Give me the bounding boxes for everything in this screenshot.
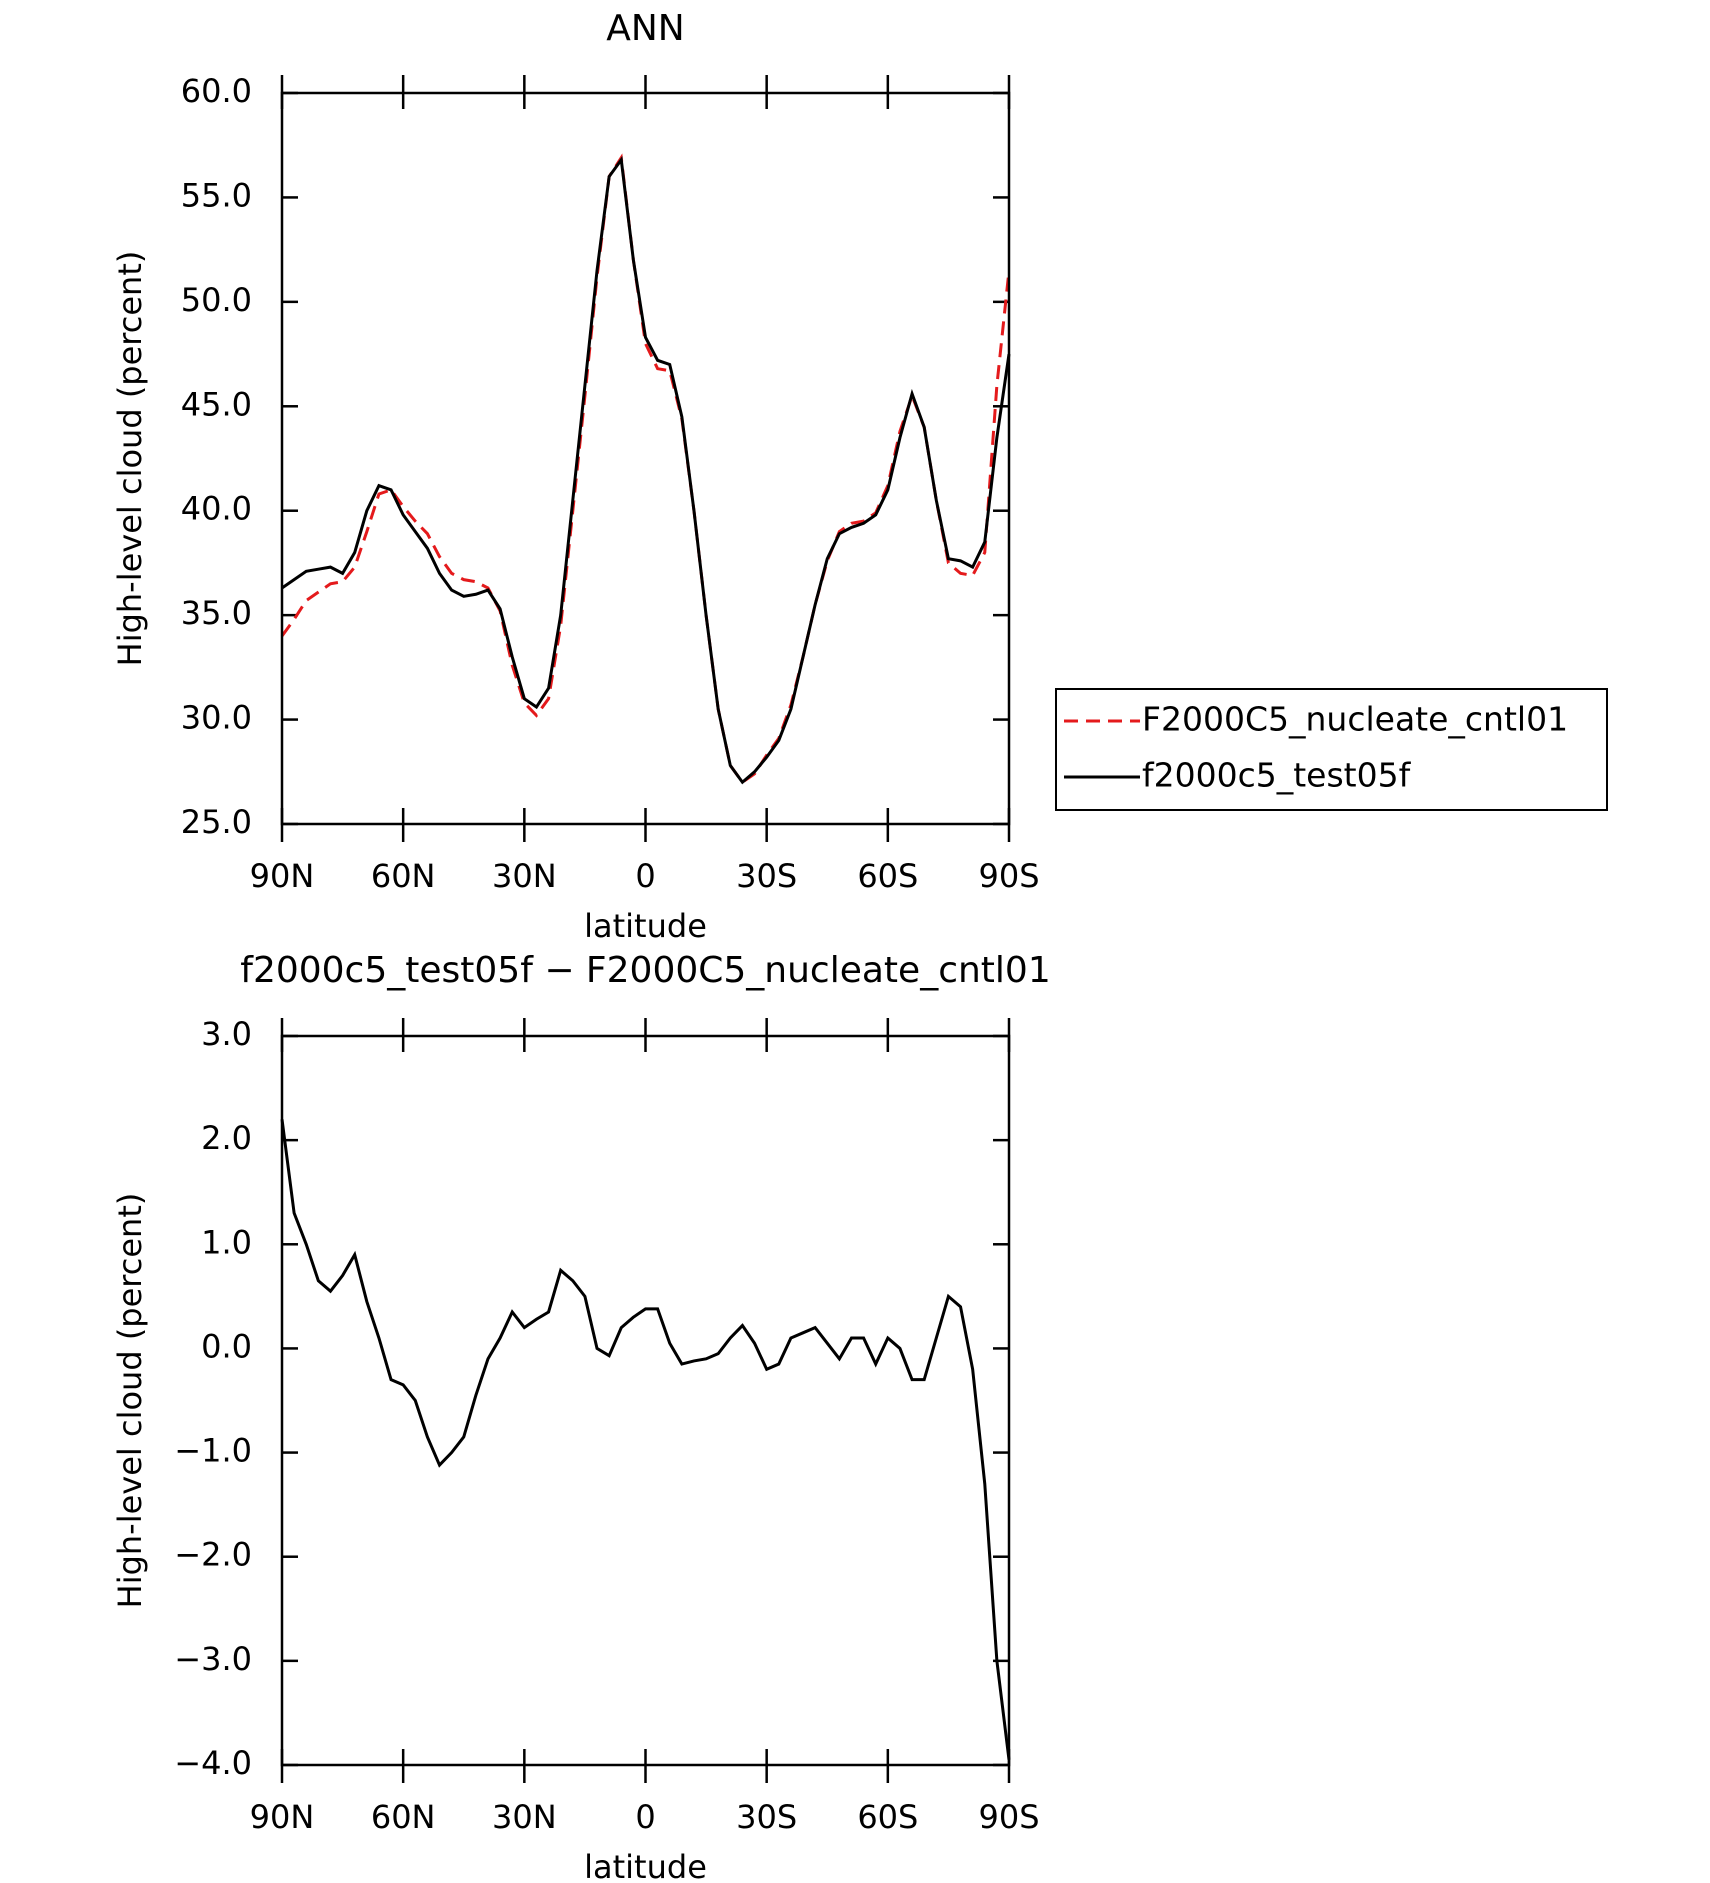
x-tick-label: 30S (736, 1798, 797, 1836)
y-tick-label: 2.0 (201, 1119, 252, 1157)
y-tick-label: 45.0 (181, 385, 252, 423)
y-tick-label: 0.0 (201, 1327, 252, 1365)
x-tick-label: 60S (857, 1798, 918, 1836)
x-tick-label: 90N (250, 1798, 315, 1836)
y-tick-label: 40.0 (181, 490, 252, 528)
data-line (281, 155, 1011, 785)
y-tick-label: 1.0 (201, 1223, 252, 1261)
legend-label: f2000c5_test05f (1142, 756, 1412, 795)
legend-label: F2000C5_nucleate_cntl01 (1142, 700, 1568, 739)
plot-frame (280, 91, 1011, 826)
x-tick-label: 60N (371, 1798, 436, 1836)
y-tick-label: −1.0 (174, 1432, 252, 1470)
y-tick-label: 50.0 (181, 281, 252, 319)
y-tick-label: 30.0 (181, 699, 252, 737)
y-tick-label: 35.0 (181, 594, 252, 632)
plot-frame (280, 1034, 1011, 1767)
x-tick-label: 90S (978, 857, 1039, 895)
x-axis-label: latitude (584, 907, 707, 945)
x-tick-label: 30N (492, 1798, 557, 1836)
x-tick-label: 60N (371, 857, 436, 895)
y-axis-label: High-level cloud (percent) (111, 1193, 149, 1609)
y-tick-label: 3.0 (201, 1015, 252, 1053)
y-tick-label: −2.0 (174, 1536, 252, 1574)
y-tick-label: 60.0 (181, 72, 252, 110)
legend-box (1055, 688, 1608, 811)
x-tick-label: 60S (857, 857, 918, 895)
data-line (280, 1119, 1011, 1760)
x-tick-label: 0 (635, 1798, 655, 1836)
y-axis-label: High-level cloud (percent) (111, 251, 149, 667)
y-tick-label: −4.0 (174, 1744, 252, 1782)
y-tick-label: −3.0 (174, 1640, 252, 1678)
x-tick-label: 0 (635, 857, 655, 895)
x-tick-label: 90N (250, 857, 315, 895)
chart-title: ANN (606, 8, 685, 49)
x-tick-label: 30N (492, 857, 557, 895)
data-line (280, 153, 1011, 785)
x-tick-label: 30S (736, 857, 797, 895)
y-tick-label: 55.0 (181, 176, 252, 214)
x-axis-label: latitude (584, 1848, 707, 1883)
chart-title: f2000c5_test05f − F2000C5_nucleate_cntl0… (240, 950, 1050, 991)
y-tick-label: 25.0 (181, 803, 252, 841)
x-tick-label: 90S (978, 1798, 1039, 1836)
